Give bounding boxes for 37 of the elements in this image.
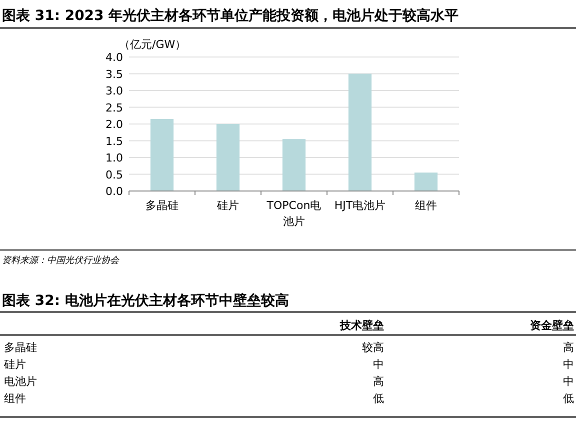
y-tick-label: 1.0 — [106, 152, 123, 164]
y-tick-label: 2.0 — [106, 118, 123, 131]
x-tick-label: 组件 — [415, 199, 437, 212]
bar — [216, 124, 240, 191]
category-label: 多晶硅 — [4, 341, 37, 354]
text: 低 — [373, 392, 384, 405]
x-tick-label: HJT电池片 — [334, 199, 386, 212]
text: 高 — [563, 341, 574, 354]
bar — [150, 118, 174, 191]
category-label: 组件 — [4, 392, 26, 405]
y-tick-label: 4.0 — [106, 51, 123, 64]
y-tick-label: 1.5 — [106, 134, 123, 148]
text: 中 — [373, 358, 384, 371]
bar — [414, 172, 438, 191]
text: 中 — [563, 375, 574, 388]
text: 资料来源：中国光伏行业协会 — [2, 255, 120, 266]
text: 低 — [563, 392, 574, 405]
category-label: 技术壁垒 — [339, 319, 384, 332]
text: 较高 — [362, 341, 384, 354]
category-label: 资金壁垒 — [530, 319, 574, 332]
y-tick-label: 3.0 — [106, 84, 123, 98]
category-label: 电池片 — [4, 375, 37, 388]
category-label: 硅片 — [4, 358, 26, 371]
text: 图表 32: 电池片在光伏主材各环节中壁垒较高 — [2, 292, 289, 309]
bar — [282, 139, 306, 191]
y-axis-title: （亿元/GW） — [119, 38, 186, 51]
x-tick-label: 多晶硅 — [146, 199, 178, 212]
y-tick-label: 0.5 — [106, 168, 123, 182]
y-tick-label: 3.5 — [106, 68, 123, 81]
bar — [348, 74, 372, 191]
x-tick-label: TOPCon电池片 — [266, 199, 322, 228]
y-tick-label: 0.0 — [106, 185, 123, 198]
y-tick-label: 2.5 — [106, 101, 123, 114]
text: 高 — [373, 375, 384, 388]
chart-title: 图表 31: 2023 年光伏主材各环节单位产能投资额，电池片处于较高水平 — [2, 7, 459, 24]
x-tick-label: 硅片 — [216, 199, 239, 212]
text: 中 — [563, 358, 574, 371]
